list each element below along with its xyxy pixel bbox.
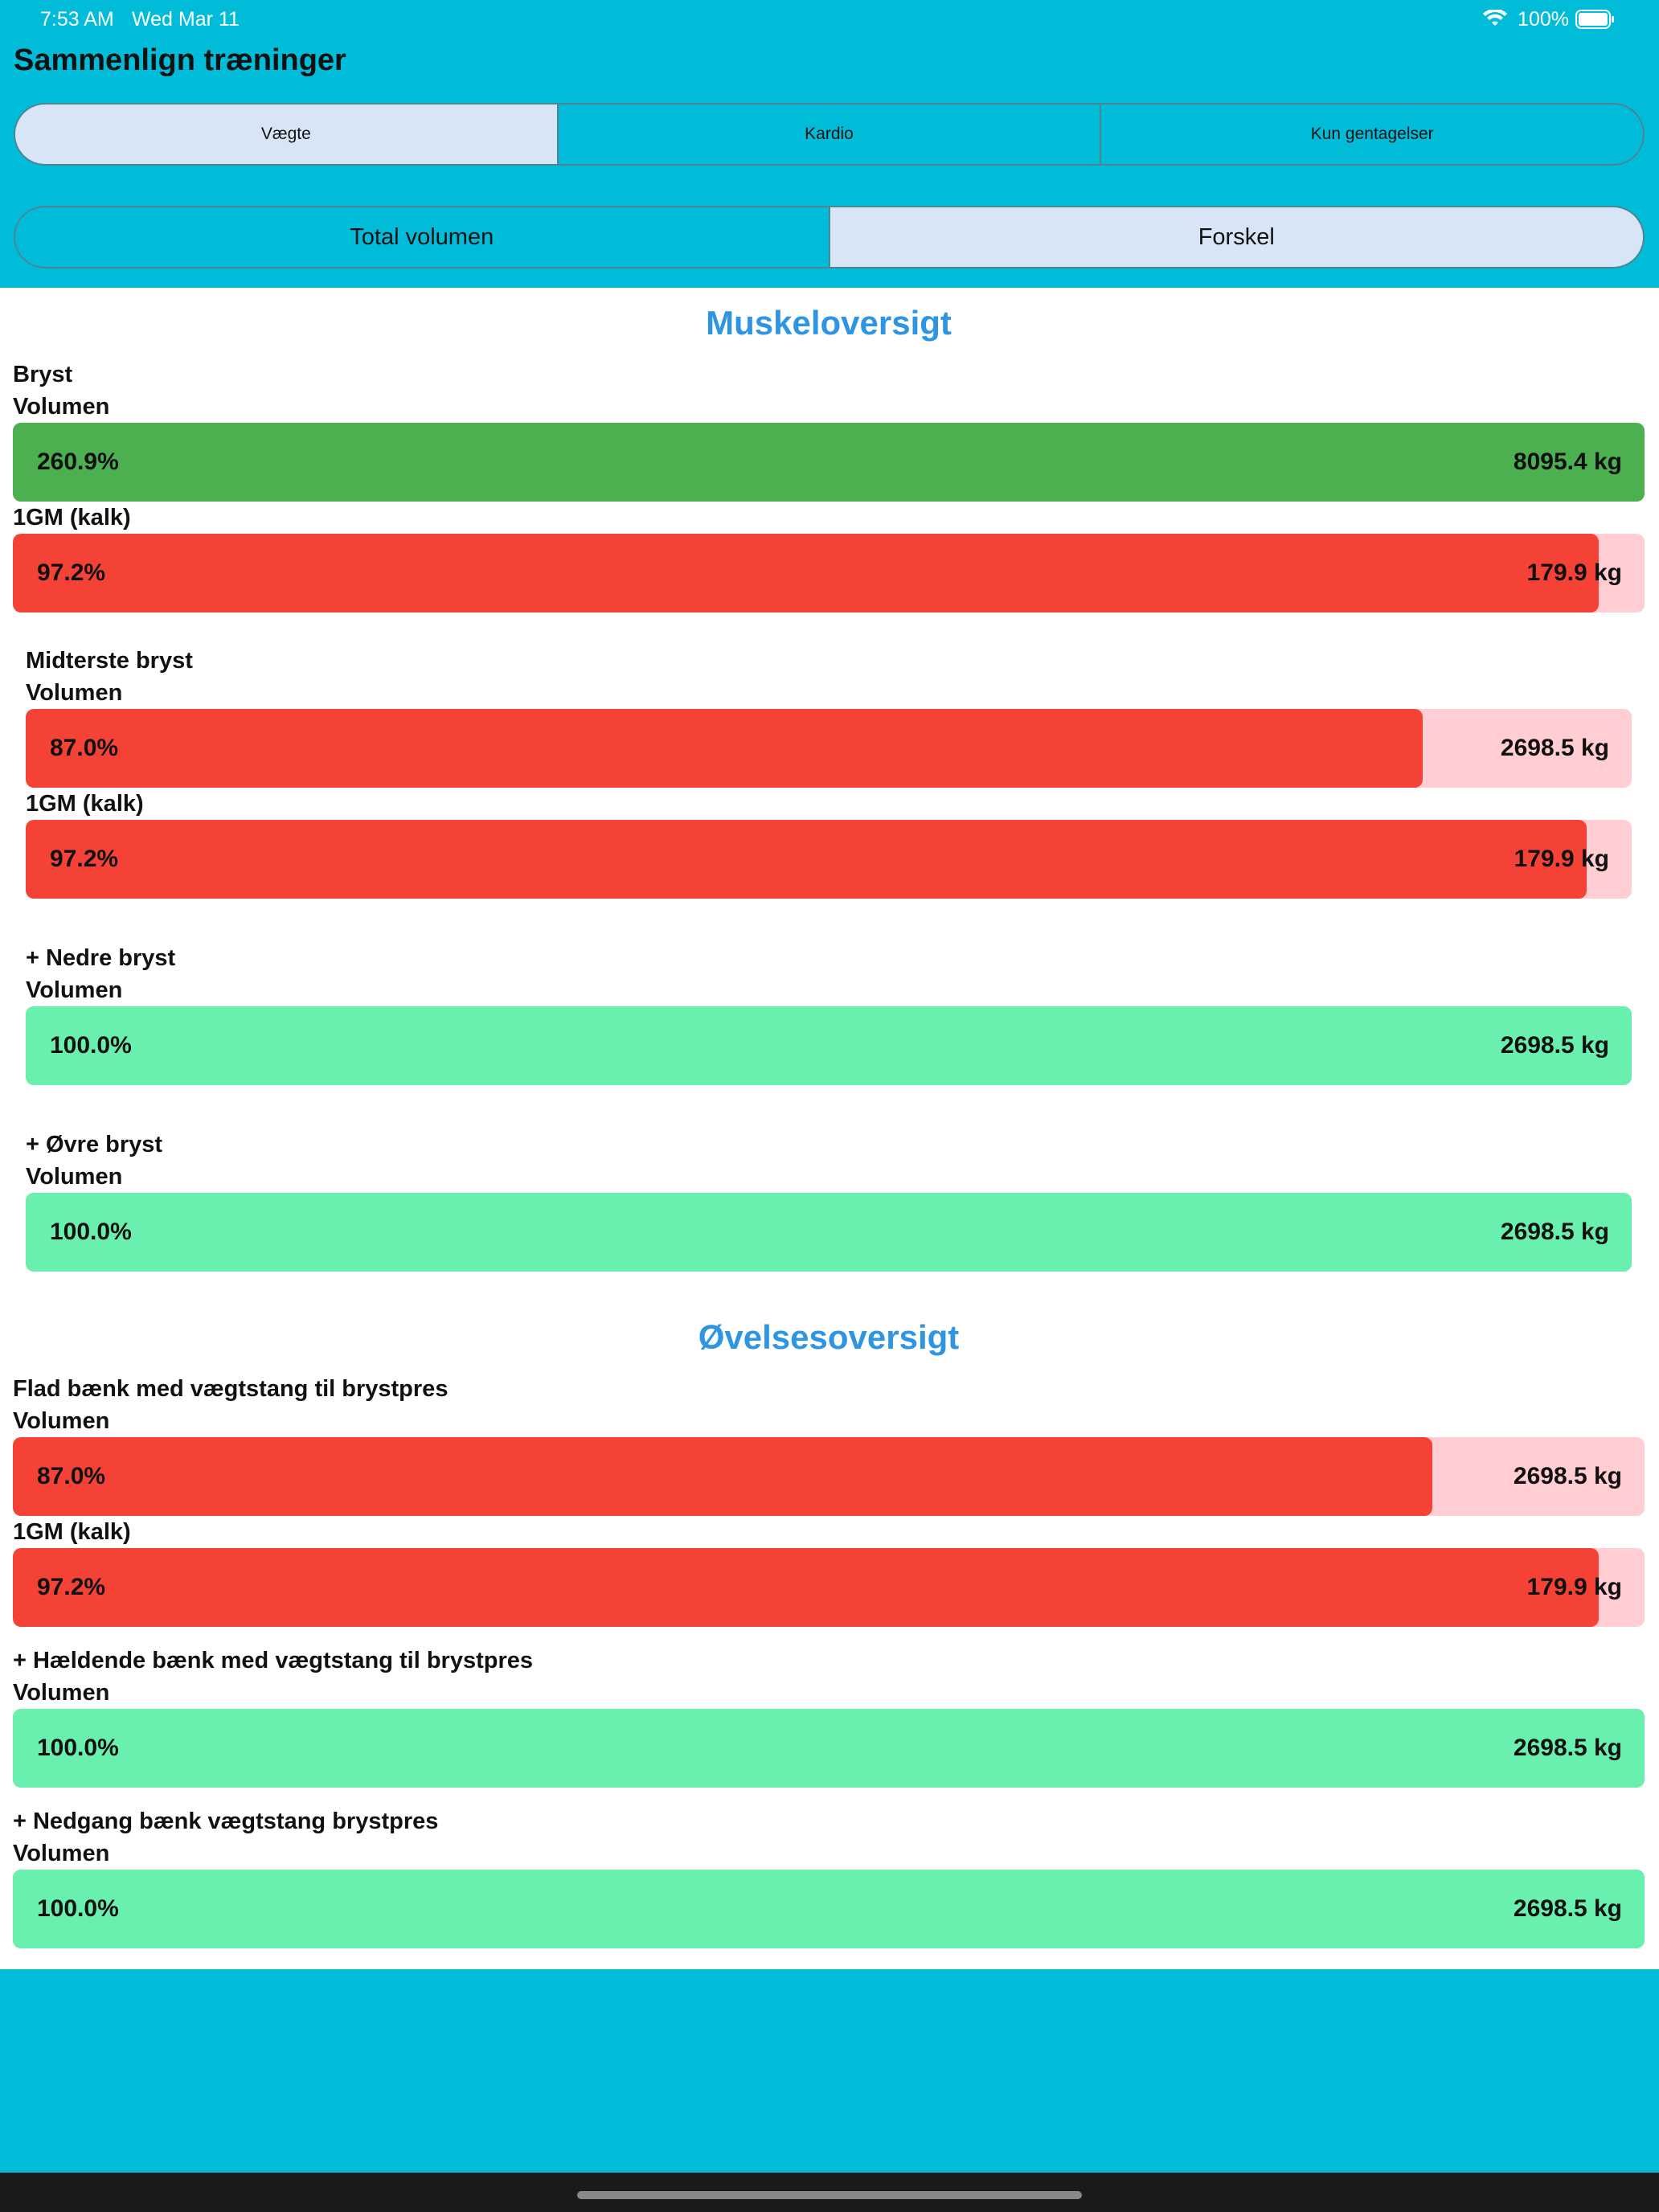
progress-fill	[13, 1548, 1600, 1627]
percent-label: 97.2%	[37, 559, 106, 586]
group-name: + Nedre bryst	[26, 945, 176, 971]
progress-bar: 100.0% 2698.5 kg	[26, 1193, 1632, 1272]
percent-label: 97.2%	[50, 846, 119, 872]
percent-label: 100.0%	[50, 1219, 132, 1245]
section: Øvelsesoversigt Flad bænk med vægtstang t…	[13, 1302, 1645, 1948]
amount-label: 179.9 kg	[1526, 1574, 1622, 1600]
battery-level: 100%	[1518, 8, 1569, 31]
metric-label: Volumen	[13, 394, 110, 420]
amount-label: 179.9 kg	[1514, 846, 1609, 872]
muscle-group: + Nedgang bænk vægtstang brystpres Volume…	[13, 1805, 1645, 1948]
category-tabs: Vægte Kardio Kun gentagelser	[14, 103, 1645, 166]
amount-label: 2698.5 kg	[1500, 1032, 1609, 1059]
progress-fill	[13, 423, 1645, 502]
date: Wed Mar 11	[132, 8, 240, 31]
progress-fill	[26, 709, 1423, 788]
progress-fill	[26, 1006, 1632, 1085]
progress-bar: 260.9% 8095.4 kg	[13, 423, 1645, 502]
progress-fill	[26, 1193, 1632, 1272]
tab[interactable]: Total volumen	[350, 223, 494, 250]
mode-tabs: Total volumen Forskel	[14, 206, 1645, 268]
tab[interactable]: Kardio	[556, 104, 1100, 164]
muscle-group: Bryst Volumen 260.9% 8095.4 kg 1GM (kalk) 97.…	[13, 358, 1645, 612]
progress-fill	[26, 820, 1587, 899]
muscle-group: + Øvre bryst Volumen 100.0% 2698.5 kg	[26, 1129, 1632, 1272]
content: Muskeloversigt Bryst Volumen 260.9% 8095.4 k…	[0, 288, 1659, 1969]
tab[interactable]: Forskel	[828, 207, 1643, 267]
metric-label: 1GM (kalk)	[26, 791, 144, 817]
section: Muskeloversigt Bryst Volumen 260.9% 8095.4 k…	[13, 288, 1645, 1272]
progress-bar: 87.0% 2698.5 kg	[26, 709, 1632, 788]
amount-label: 2698.5 kg	[1500, 1219, 1609, 1245]
time: 7:53 AM	[40, 8, 114, 31]
metric-label: Volumen	[13, 1408, 110, 1434]
metric-label: Volumen	[26, 1164, 123, 1190]
progress-fill	[13, 1437, 1433, 1516]
progress-fill	[13, 1709, 1645, 1788]
group-name: Flad bænk med vægtstang til brystpres	[13, 1376, 449, 1402]
section-heading: Muskeloversigt	[706, 304, 952, 342]
amount-label: 2698.5 kg	[1513, 1895, 1622, 1922]
percent-label: 260.9%	[37, 449, 119, 475]
amount-label: 2698.5 kg	[1513, 1463, 1622, 1489]
page-title: Sammenlign træninger	[14, 43, 346, 77]
percent-label: 100.0%	[50, 1032, 132, 1059]
wifi-icon	[1483, 10, 1507, 26]
percent-label: 87.0%	[50, 735, 119, 761]
metric-label: Volumen	[26, 977, 123, 1003]
progress-fill	[13, 534, 1600, 612]
percent-label: 97.2%	[37, 1574, 106, 1600]
group-name: Bryst	[13, 362, 73, 387]
progress-fill	[13, 1870, 1645, 1948]
metric-label: Volumen	[13, 1680, 110, 1706]
tab[interactable]: Kun gentagelser	[1100, 104, 1643, 164]
progress-bar: 100.0% 2698.5 kg	[13, 1870, 1645, 1948]
percent-label: 100.0%	[37, 1735, 119, 1761]
muscle-group: + Nedre bryst Volumen 100.0% 2698.5 kg	[26, 942, 1632, 1085]
progress-bar: 97.2% 179.9 kg	[13, 534, 1645, 612]
section-heading: Øvelsesoversigt	[698, 1318, 960, 1356]
percent-label: 100.0%	[37, 1895, 119, 1922]
metric-label: 1GM (kalk)	[13, 505, 131, 530]
amount-label: 8095.4 kg	[1513, 449, 1622, 475]
progress-bar: 87.0% 2698.5 kg	[13, 1437, 1645, 1516]
home-indicator	[577, 2191, 1082, 2199]
battery-icon	[1575, 10, 1614, 29]
group-name: Midterste bryst	[26, 648, 193, 674]
group-name: + Nedgang bænk vægtstang brystpres	[13, 1809, 439, 1834]
amount-label: 2698.5 kg	[1500, 735, 1609, 761]
amount-label: 2698.5 kg	[1513, 1735, 1622, 1761]
muscle-group: + Hældende bænk med vægtstang til brystp…	[13, 1645, 1645, 1788]
progress-bar: 97.2% 179.9 kg	[13, 1548, 1645, 1627]
amount-label: 179.9 kg	[1526, 559, 1622, 586]
muscle-group: Flad bænk med vægtstang til brystpres Vol…	[13, 1373, 1645, 1627]
muscle-group: Midterste bryst Volumen 87.0% 2698.5 kg 1GM …	[26, 645, 1632, 899]
metric-label: Volumen	[13, 1841, 110, 1866]
group-name: + Øvre bryst	[26, 1132, 163, 1157]
home-bar	[0, 2173, 1659, 2212]
metric-label: Volumen	[26, 680, 123, 706]
metric-label: 1GM (kalk)	[13, 1519, 131, 1545]
progress-bar: 100.0% 2698.5 kg	[13, 1709, 1645, 1788]
tab[interactable]: Vægte	[15, 104, 557, 164]
progress-bar: 97.2% 179.9 kg	[26, 820, 1632, 899]
status-bar: 7:53 AM Wed Mar 11 100%	[0, 0, 1659, 39]
group-name: + Hældende bænk med vægtstang til brystp…	[13, 1648, 534, 1673]
progress-bar: 100.0% 2698.5 kg	[26, 1006, 1632, 1085]
percent-label: 87.0%	[37, 1463, 106, 1489]
